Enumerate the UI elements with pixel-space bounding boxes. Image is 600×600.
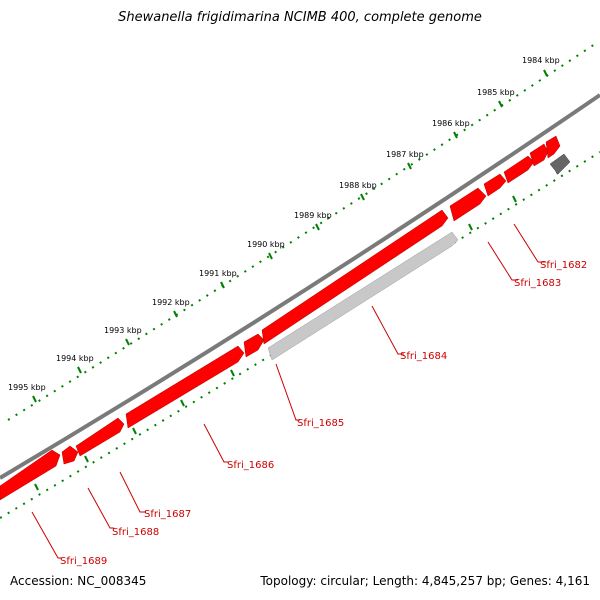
major-tick (77, 366, 82, 374)
gene-reverse-dark[interactable] (549, 153, 571, 175)
major-tick (468, 223, 473, 231)
gene-reverse-light[interactable] (267, 231, 459, 361)
gene-label[interactable]: Sfri_1688 (112, 527, 159, 538)
inner-tick-ring (0, 151, 600, 519)
major-tick (173, 310, 178, 318)
kbp-label: 1984 kbp (522, 56, 560, 65)
gene-label[interactable]: Sfri_1682 (540, 260, 587, 271)
major-tick (360, 193, 365, 201)
kbp-label: 1991 kbp (199, 269, 237, 278)
major-tick (34, 483, 39, 491)
outer-tick-ring (7, 41, 599, 421)
map-title: Shewanella frigidimarina NCIMB 400, comp… (118, 10, 482, 25)
genome-backbone (0, 93, 600, 480)
gene-label[interactable]: Sfri_1687 (144, 509, 191, 520)
major-tick (268, 252, 273, 260)
major-tick (32, 395, 37, 403)
major-tick (230, 369, 235, 377)
kbp-label: 1986 kbp (432, 119, 470, 128)
gene-sfri-1682[interactable] (483, 173, 507, 197)
gene-label[interactable]: Sfri_1685 (297, 418, 344, 429)
major-tick (84, 455, 89, 463)
major-tick (132, 427, 137, 435)
kbp-label: 1995 kbp (8, 383, 46, 392)
major-tick (498, 100, 503, 108)
gene-c[interactable] (545, 135, 561, 159)
gene-sfri-1685[interactable] (243, 333, 265, 358)
kbp-label: 1993 kbp (104, 326, 142, 335)
kbp-label: 1987 kbp (386, 150, 424, 159)
kbp-label: 1989 kbp (294, 211, 332, 220)
major-tick (512, 195, 517, 203)
gene-label[interactable]: Sfri_1686 (227, 460, 274, 471)
gene-sfri-1688[interactable] (61, 445, 79, 465)
kbp-label: 1994 kbp (56, 354, 94, 363)
kbp-label: 1985 kbp (477, 88, 515, 97)
gene-label[interactable]: Sfri_1684 (400, 351, 447, 362)
gene-sfri-1683[interactable] (449, 187, 487, 222)
gene-a[interactable] (503, 155, 535, 184)
gene-labels: Sfri_1682 Sfri_1683 Sfri_1684 Sfri_1685 … (60, 260, 587, 567)
gene-sfri-1684[interactable] (261, 209, 449, 345)
gene-label-leaders (31, 223, 546, 559)
gene-label[interactable]: Sfri_1683 (514, 278, 561, 289)
major-tick (453, 131, 458, 139)
kbp-label: 1988 kbp (339, 181, 377, 190)
major-tick (180, 399, 185, 407)
forward-genes (0, 135, 561, 501)
gene-sfri-1687[interactable] (75, 417, 125, 457)
gene-sfri-1689[interactable] (0, 449, 61, 501)
gene-sfri-1686[interactable] (125, 345, 245, 429)
accession-text: Accession: NC_008345 (10, 574, 147, 588)
gene-label[interactable]: Sfri_1689 (60, 556, 107, 567)
kbp-label: 1990 kbp (247, 240, 285, 249)
major-tick (220, 281, 225, 289)
genome-summary: Topology: circular; Length: 4,845,257 bp… (260, 574, 590, 588)
major-tick (407, 162, 412, 170)
major-tick (315, 223, 320, 231)
major-tick (543, 69, 548, 77)
kbp-label: 1992 kbp (152, 298, 190, 307)
kbp-labels: 1984 kbp 1985 kbp 1986 kbp 1987 kbp 1988… (8, 56, 560, 392)
major-tick (125, 338, 130, 346)
gene-b[interactable] (529, 143, 549, 167)
